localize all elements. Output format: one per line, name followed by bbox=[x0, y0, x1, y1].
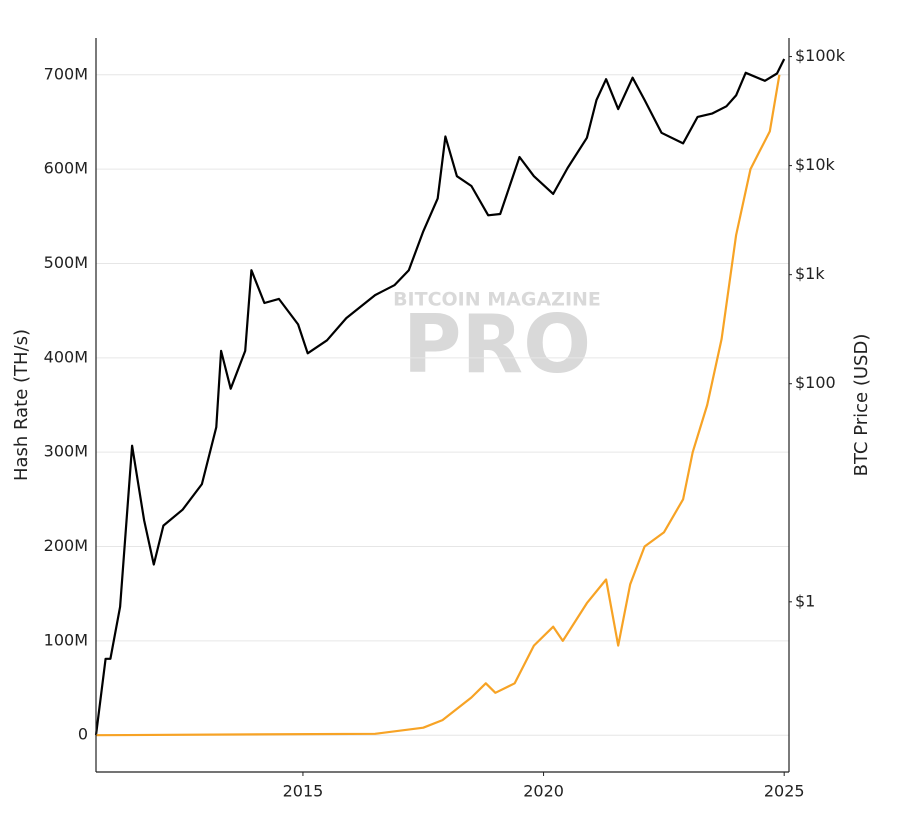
y2-axis-label: BTC Price (USD) bbox=[851, 334, 872, 477]
line bbox=[94, 58, 786, 736]
y-tick-label: 400M bbox=[44, 347, 88, 366]
y2-tick-label: $1 bbox=[795, 591, 815, 610]
x-tick-label: 2025 bbox=[764, 782, 805, 801]
y-tick-label: 100M bbox=[44, 630, 88, 649]
y-tick-label: 300M bbox=[44, 442, 88, 461]
y-tick-label: 200M bbox=[44, 536, 88, 555]
y2-tick-label: $10k bbox=[795, 155, 836, 174]
x-tick-label: 2015 bbox=[283, 782, 324, 801]
x-tick-label: 2020 bbox=[523, 782, 564, 801]
y2-tick-label: $1k bbox=[795, 264, 825, 283]
y-tick-label: 700M bbox=[44, 64, 88, 83]
grid bbox=[96, 74, 789, 736]
y-tick-label: 0 bbox=[78, 725, 88, 744]
line bbox=[95, 74, 781, 737]
y-tick-label: 500M bbox=[44, 253, 88, 272]
watermark: BITCOIN MAGAZINE bbox=[393, 289, 601, 311]
y-tick-label: 600M bbox=[44, 159, 88, 178]
y2-tick-label: $100 bbox=[795, 373, 836, 392]
y-axis-label: Hash Rate (TH/s) bbox=[11, 329, 32, 481]
y2-tick-label: $100k bbox=[795, 46, 846, 65]
watermark: PRO bbox=[403, 298, 591, 391]
